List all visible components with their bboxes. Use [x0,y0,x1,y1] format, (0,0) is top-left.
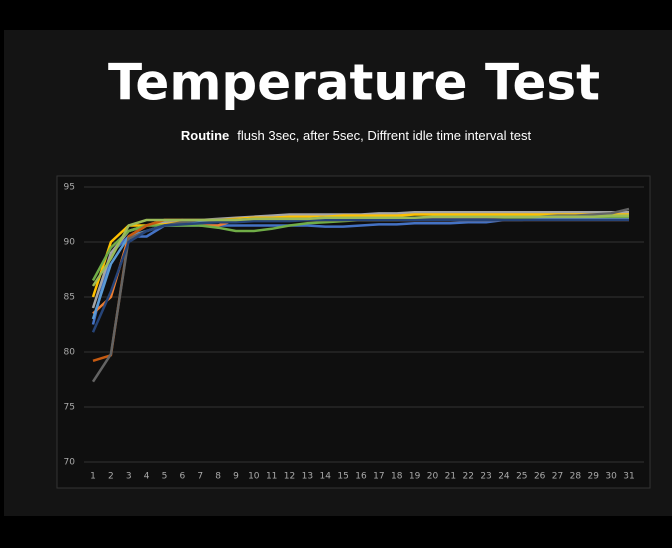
x-tick-label: 29 [588,472,600,482]
x-tick-label: 19 [409,472,421,482]
x-tick-label: 6 [179,472,185,482]
x-tick-label: 15 [337,472,348,482]
x-tick-label: 3 [126,472,132,482]
y-tick-label: 95 [64,183,75,193]
x-tick-label: 1 [90,472,96,482]
x-tick-label: 24 [498,472,510,482]
plot-frame [56,175,651,489]
y-tick-label: 70 [64,458,76,468]
x-tick-label: 20 [427,472,439,482]
x-tick-label: 26 [534,472,546,482]
x-tick-label: 16 [355,472,367,482]
x-tick-label: 4 [144,472,150,482]
y-tick-label: 90 [64,238,76,248]
series-line [91,214,629,287]
x-tick-label: 27 [552,472,563,482]
x-tick-label: 7 [197,472,203,482]
x-tick-label: 31 [623,472,634,482]
x-tick-label: 18 [391,472,403,482]
subtitle-text: flush 3sec, after 5sec, Diffrent idle ti… [237,128,531,143]
x-tick-label: 21 [445,472,456,482]
x-tick-label: 25 [516,472,527,482]
y-tick-label: 75 [64,403,75,413]
x-tick-label: 14 [320,472,332,482]
chart-title: Temperature Test [108,54,600,112]
x-tick-label: 2 [108,472,114,482]
series-line [91,218,629,333]
x-tick-label: 17 [373,472,384,482]
x-tick-label: 22 [462,472,473,482]
y-tick-label: 80 [64,348,76,358]
x-tick-label: 9 [233,472,239,482]
y-tick-label: 85 [64,293,75,303]
x-tick-label: 12 [284,472,295,482]
subtitle-bold: Routine [181,128,229,143]
x-tick-label: 5 [162,472,168,482]
x-tick-label: 8 [215,472,221,482]
x-tick-label: 13 [302,472,313,482]
subtitle: Routine flush 3sec, after 5sec, Diffrent … [181,128,532,143]
x-tick-label: 30 [605,472,617,482]
x-tick-label: 10 [248,472,260,482]
x-tick-label: 28 [570,472,582,482]
x-tick-label: 23 [480,472,491,482]
x-tick-label: 11 [266,472,277,482]
